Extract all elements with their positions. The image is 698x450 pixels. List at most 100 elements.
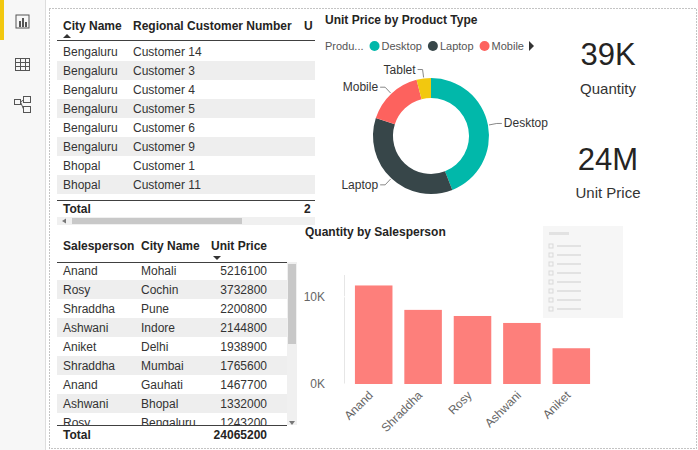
- tick-mark: [342, 384, 345, 385]
- cell: Customer 5: [133, 102, 195, 116]
- slice[interactable]: [417, 78, 431, 99]
- card-value: 39K: [580, 37, 635, 72]
- cell: Mohali: [141, 264, 176, 278]
- scroll-arrow[interactable]: [289, 421, 295, 425]
- ghost-panel: [543, 226, 623, 318]
- ghost-box: [549, 298, 553, 302]
- cell: Bengaluru: [63, 64, 118, 78]
- header-rule: [57, 262, 287, 263]
- row-band: [57, 356, 287, 375]
- report-icon[interactable]: [16, 15, 29, 28]
- cell: Bhopal: [63, 159, 100, 173]
- cell: 2200800: [220, 302, 267, 316]
- ghost-box: [549, 289, 553, 293]
- column-header: Unit Price: [211, 239, 267, 253]
- tick-mark: [342, 296, 345, 297]
- table-body: Bengaluru Customer 14 Bengaluru Customer 3 B…: [57, 45, 315, 194]
- tick-label: 0K: [310, 377, 325, 391]
- cell: Customer 14: [133, 45, 202, 59]
- column-header: Regional Customer Number: [133, 19, 292, 33]
- sort-indicator: [213, 256, 221, 260]
- icon-part: [16, 62, 30, 63]
- cell: 1467700: [220, 378, 267, 392]
- legend-title: Produ...: [325, 40, 364, 52]
- cell: Bhopal: [141, 397, 178, 411]
- icon-part: [16, 15, 29, 28]
- column-header: City Name: [63, 19, 122, 33]
- bar[interactable]: [454, 316, 492, 384]
- icon-part: [22, 18, 24, 27]
- slice-label: Laptop: [341, 178, 378, 192]
- cell: Bengaluru: [63, 45, 118, 59]
- category-label: Shraddha: [379, 388, 426, 435]
- cell: Indore: [141, 321, 175, 335]
- card-value: 24M: [578, 142, 638, 177]
- slice[interactable]: [376, 80, 422, 124]
- canvas-border: [50, 9, 697, 449]
- total-bg: [57, 200, 315, 217]
- ghost-box: [549, 262, 553, 266]
- legend-swatch: [370, 41, 380, 51]
- leader-line: [380, 179, 390, 185]
- bar[interactable]: [503, 323, 541, 384]
- row-band: [57, 61, 315, 80]
- cell: Rosy: [63, 283, 90, 297]
- ghost-line: [557, 272, 581, 274]
- cell: Cochin: [141, 283, 178, 297]
- table: Bengaluru Customer 14 Bengaluru Customer 3 B…: [57, 12, 315, 217]
- ghost-line: [557, 281, 581, 283]
- cell: Customer 4: [133, 83, 195, 97]
- legend-more[interactable]: [529, 41, 534, 51]
- canvas: Bengaluru Customer 14 Bengaluru Customer 3 B…: [0, 0, 698, 450]
- icon-part: [16, 66, 30, 67]
- row-band: [57, 280, 287, 299]
- scrollbar-thumb[interactable]: [72, 218, 242, 224]
- legend-entry[interactable]: Mobile: [480, 40, 524, 52]
- row-band: [57, 175, 315, 194]
- category-label: Anand: [341, 388, 375, 422]
- icon-part: [24, 97, 31, 103]
- legend-entry[interactable]: Desktop: [370, 40, 422, 52]
- bar[interactable]: [355, 285, 393, 384]
- icon-part: [25, 59, 26, 71]
- scroll-arrow[interactable]: [62, 219, 66, 224]
- donut-chart: Unit Price by Product Type Produ... Deskto…: [325, 13, 548, 194]
- total-value: 2: [304, 202, 311, 216]
- cell: Customer 11: [133, 178, 201, 192]
- legend-label: Laptop: [440, 40, 474, 52]
- total-rule: [57, 200, 315, 201]
- ghost-box: [549, 307, 553, 311]
- leader-line: [380, 87, 390, 93]
- total-rule: [57, 425, 287, 426]
- cell: Bhopal: [63, 178, 100, 192]
- slice[interactable]: [373, 118, 452, 194]
- scrollbar-thumb[interactable]: [288, 264, 296, 344]
- chart-title: Unit Price by Product Type: [325, 13, 478, 27]
- icon-part: [24, 107, 31, 113]
- scrollbar-track: [287, 262, 297, 425]
- bar[interactable]: [404, 310, 442, 384]
- legend-label: Desktop: [382, 40, 422, 52]
- total-value: 24065200: [214, 428, 268, 442]
- cell: Customer 1: [133, 159, 195, 173]
- tick-label: 10K: [304, 290, 325, 304]
- category-label: Ashwani: [482, 388, 524, 430]
- cell: Customer 3: [133, 64, 195, 78]
- legend-entry[interactable]: Laptop: [428, 40, 474, 52]
- cell: 3732800: [220, 283, 267, 297]
- cell: Bengaluru: [63, 83, 118, 97]
- icon-part: [16, 59, 30, 71]
- cell: Bengaluru: [63, 140, 118, 154]
- cell: 1332000: [220, 397, 267, 411]
- ghost-bg: [543, 226, 623, 318]
- legend-swatch: [480, 41, 490, 51]
- bar[interactable]: [553, 348, 591, 384]
- data-icon[interactable]: [16, 59, 30, 71]
- table: AnandMohali5216100RosyCochin3732800Shrad…: [57, 232, 287, 445]
- cell: Pune: [141, 302, 169, 316]
- slice-label: Mobile: [343, 80, 379, 94]
- ghost-line: [557, 290, 581, 292]
- model-icon[interactable]: [15, 97, 31, 113]
- legend-label: Mobile: [492, 40, 524, 52]
- icon-part: [20, 59, 21, 71]
